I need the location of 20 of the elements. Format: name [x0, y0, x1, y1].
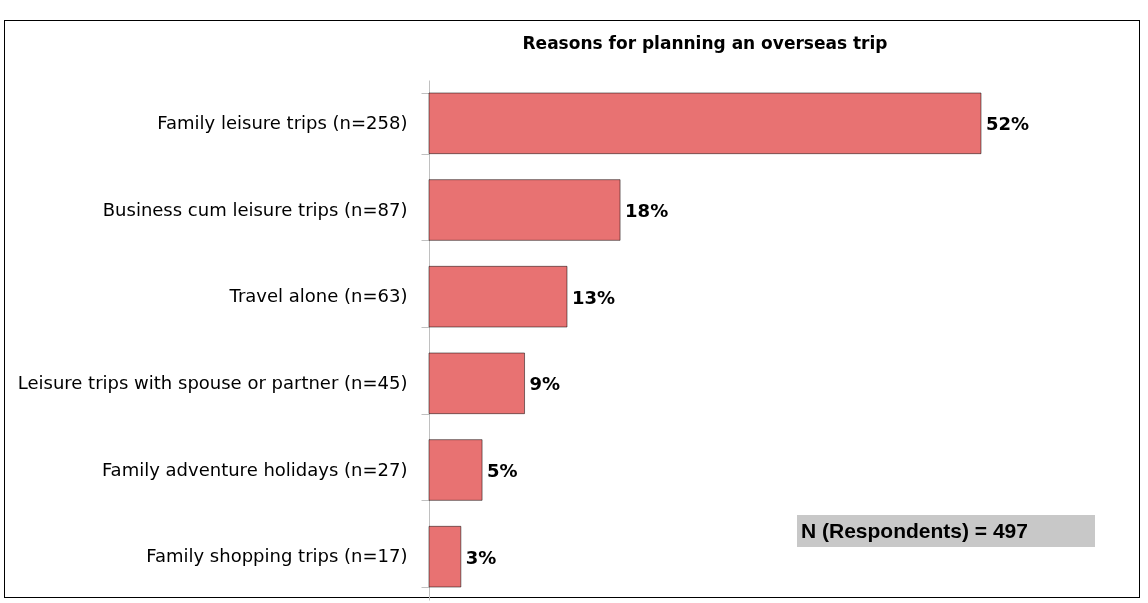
data-label: 3% — [465, 546, 497, 568]
bar — [428, 439, 483, 501]
data-label: 52% — [986, 113, 1030, 135]
bar — [428, 266, 568, 328]
bar — [428, 526, 462, 588]
bar — [428, 179, 621, 241]
data-label: 18% — [625, 200, 669, 221]
data-label: 5% — [487, 460, 518, 481]
y-tick-label: Family leisure trips (n=258) — [157, 111, 408, 133]
data-label: 13% — [572, 286, 616, 308]
bar — [428, 92, 982, 154]
y-tick-label: Business cum leisure trips (n=87) — [102, 198, 408, 220]
data-label: 9% — [529, 373, 561, 395]
bar — [428, 352, 525, 414]
note-box: N (Respondents) = 497 — [797, 515, 1095, 547]
y-tick-label: Family adventure holidays (n=27) — [101, 458, 408, 480]
y-tick-label: Travel alone (n=63) — [228, 285, 408, 307]
chart-title: Reasons for planning an overseas trip — [522, 33, 888, 53]
y-tick-label: Leisure trips with spouse or partner (n=45) — [17, 371, 408, 393]
y-tick-label: Family shopping trips (n=17) — [146, 545, 408, 567]
